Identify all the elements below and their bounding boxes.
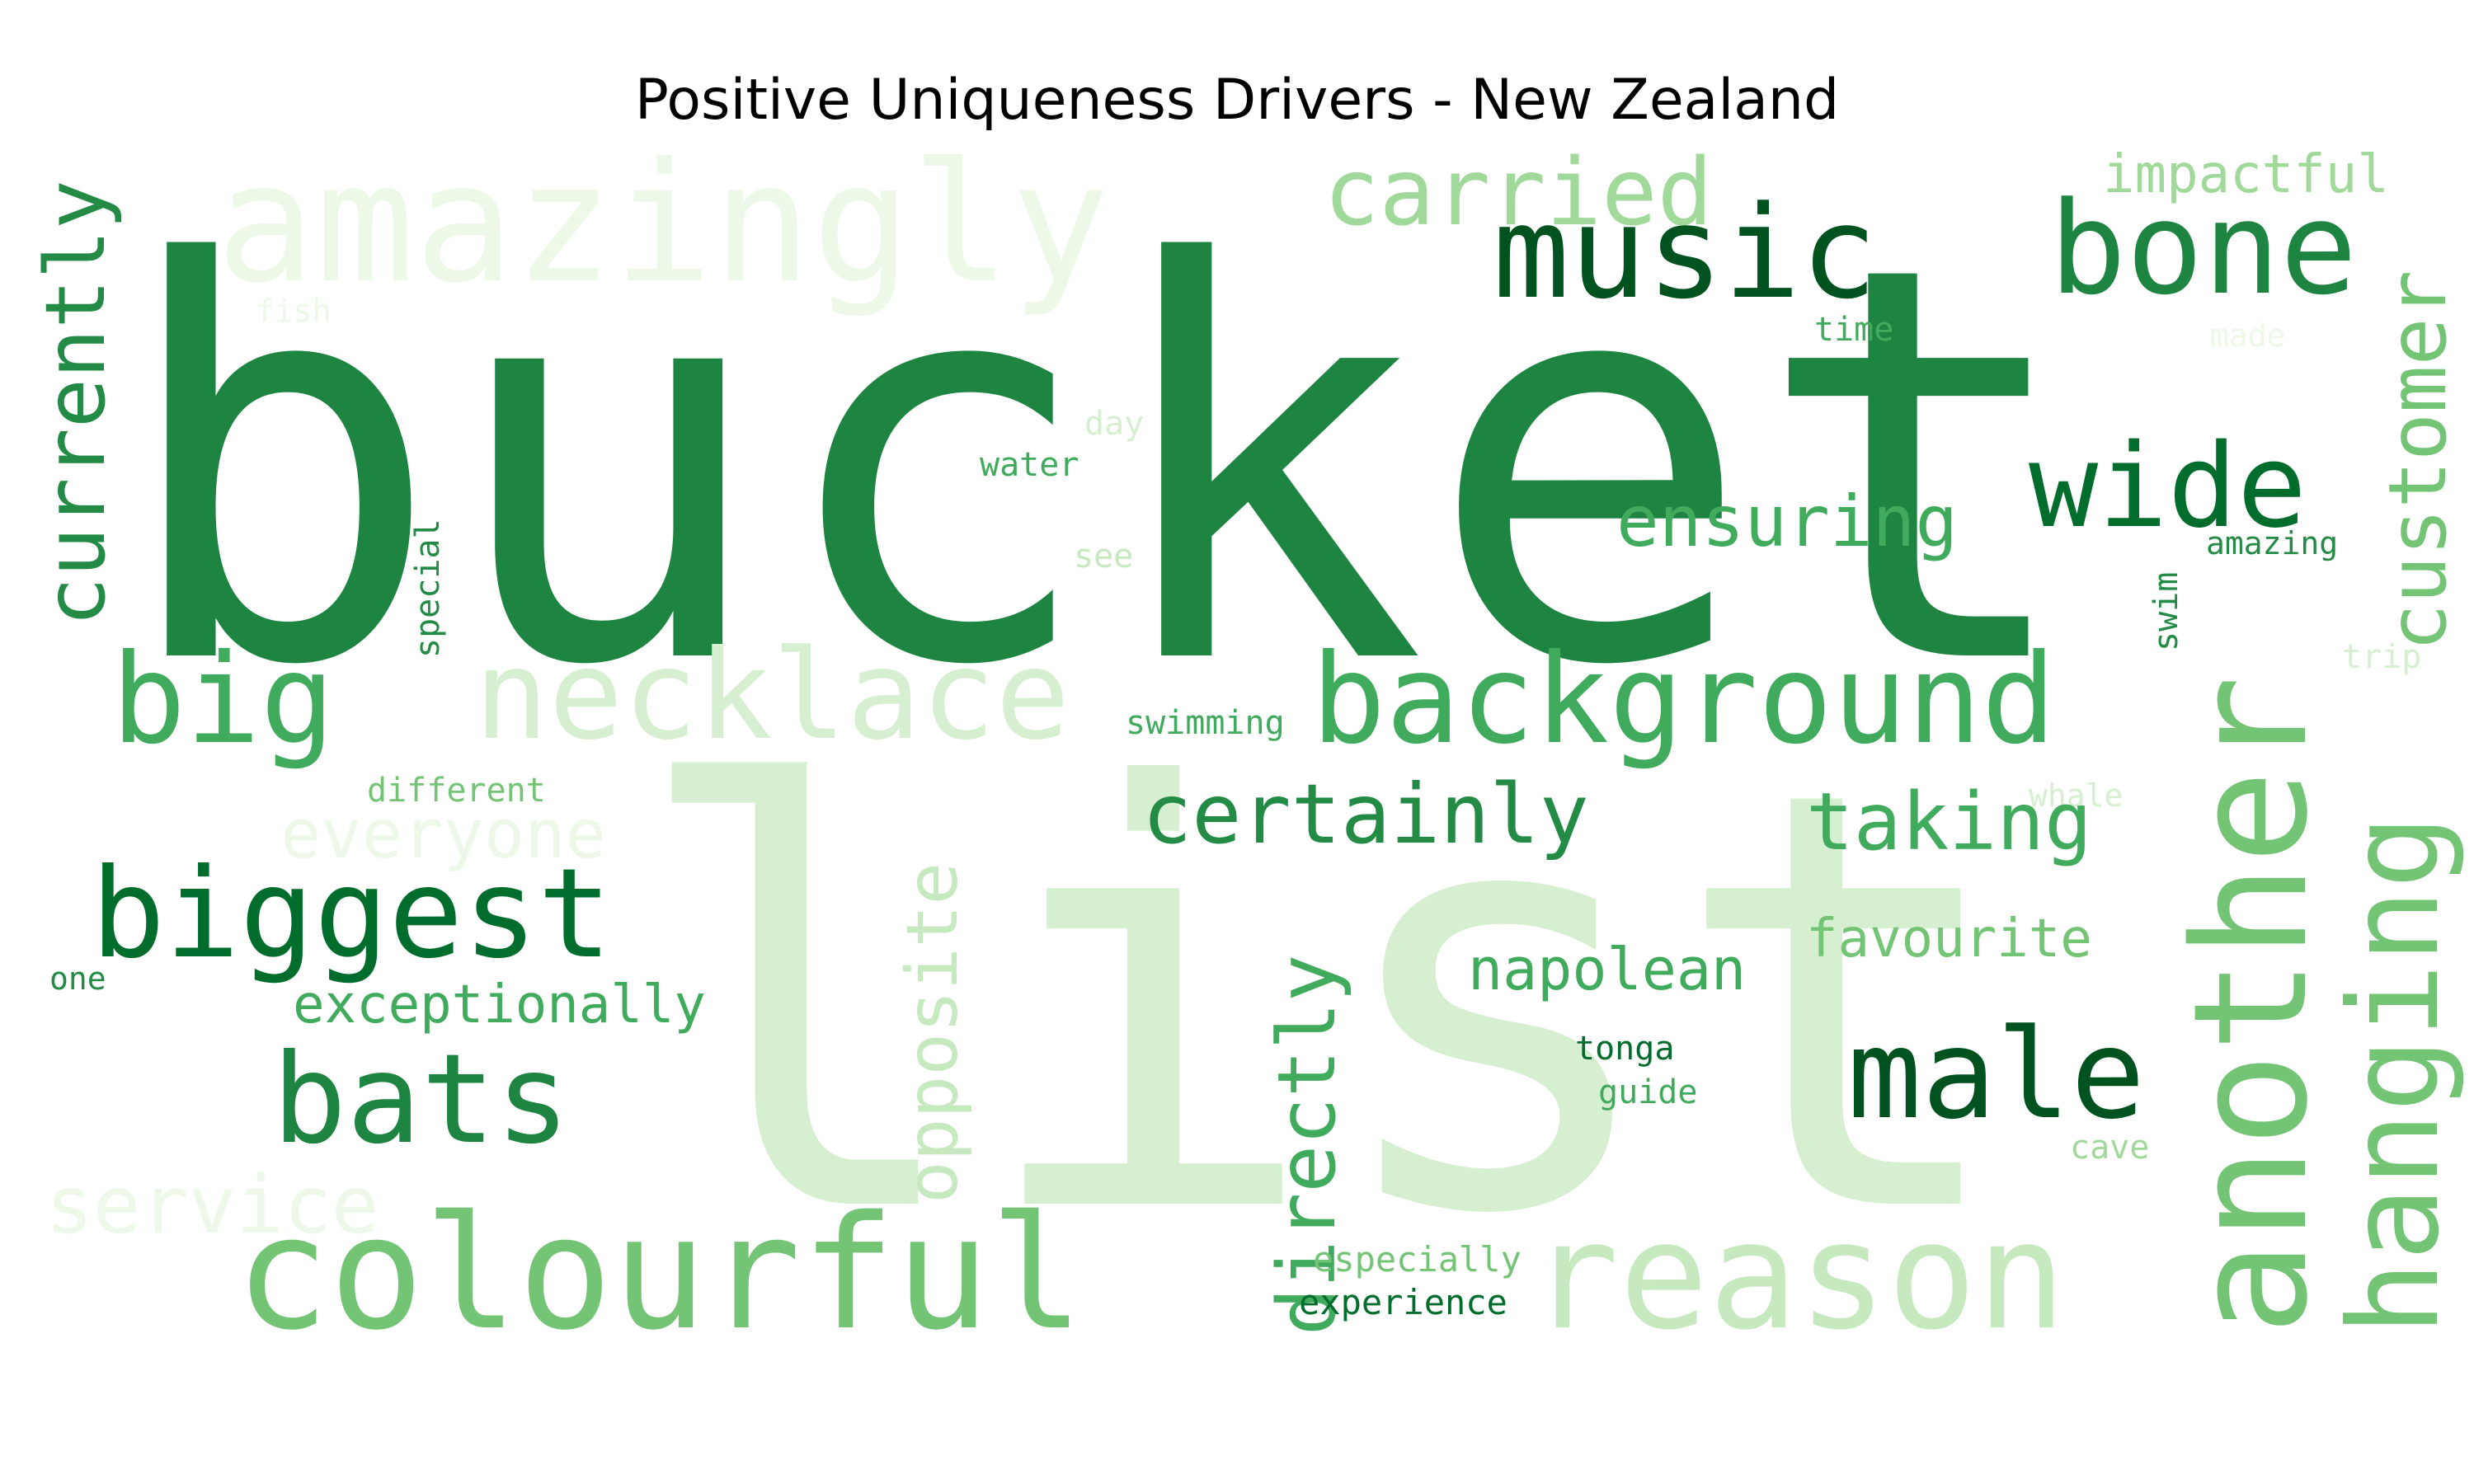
word-see: see: [1074, 538, 1133, 575]
word-carried: carried: [1324, 139, 1713, 247]
word-bats: bats: [272, 1028, 570, 1172]
word-certainly: certainly: [1142, 766, 1589, 862]
word-big: big: [111, 628, 335, 772]
word-impactful: impactful: [2103, 144, 2389, 205]
word-fish: fish: [256, 293, 332, 329]
word-special: special: [409, 519, 447, 658]
word-reason: reason: [1530, 1190, 2066, 1363]
word-guide: guide: [1598, 1073, 1697, 1111]
word-favourite: favourite: [1806, 909, 2092, 970]
word-hanging: hanging: [2323, 815, 2467, 1336]
word-colourful: colourful: [235, 1182, 1084, 1364]
word-amazing: amazing: [2206, 525, 2338, 561]
word-tonga: tonga: [1575, 1030, 1674, 1068]
word-trip: trip: [2342, 638, 2421, 676]
word-made: made: [2210, 317, 2286, 354]
word-music: music: [1493, 178, 1878, 327]
word-background: background: [1311, 628, 2056, 772]
word-opposite: opposite: [891, 862, 974, 1204]
word-exceptionally: exceptionally: [293, 974, 706, 1036]
word-biggest: biggest: [91, 843, 612, 986]
word-currently: currently: [33, 180, 124, 627]
word-taking: taking: [1806, 776, 2092, 868]
word-bucket: bucket: [115, 150, 2081, 784]
word-experience: experience: [1299, 1282, 1507, 1322]
word-time: time: [1814, 311, 1893, 349]
word-male: male: [1847, 1003, 2145, 1147]
word-ensuring: ensuring: [1616, 481, 1958, 563]
word-amazingly: amazingly: [216, 132, 1110, 320]
word-service: service: [45, 1159, 379, 1252]
word-customer: customer: [2372, 270, 2464, 651]
word-cloud: amazingly service everyone fish made tri…: [33, 132, 2467, 1364]
word-bone: bone: [2049, 174, 2357, 323]
word-one: one: [49, 960, 106, 997]
word-napolean: napolean: [1468, 936, 1746, 1003]
word-especially: especially: [1313, 1239, 1522, 1280]
word-swimming: swimming: [1126, 704, 1285, 742]
word-wide: wide: [2029, 420, 2307, 554]
word-whale: whale: [2029, 777, 2123, 814]
word-list: list: [627, 669, 2017, 1341]
word-water: water: [980, 446, 1079, 484]
word-necklace: necklace: [474, 624, 1070, 768]
word-directly: directly: [1261, 955, 1353, 1336]
word-everyone: everyone: [280, 796, 606, 874]
word-another: another: [2160, 675, 2342, 1336]
word-swim: swim: [2147, 572, 2185, 651]
word-day: day: [1084, 405, 1144, 443]
word-different: different: [367, 772, 546, 810]
word-cave: cave: [2070, 1129, 2149, 1167]
chart-title: Positive Uniqueness Drivers - New Zealan…: [634, 68, 1840, 133]
